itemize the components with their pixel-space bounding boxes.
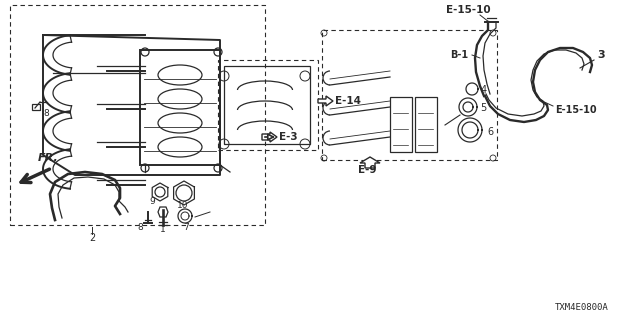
Text: 6: 6	[487, 127, 493, 137]
Polygon shape	[318, 96, 333, 106]
Text: TXM4E0800A: TXM4E0800A	[555, 303, 609, 313]
Polygon shape	[262, 132, 277, 142]
Text: E-3: E-3	[279, 132, 298, 142]
Text: 10: 10	[177, 201, 189, 210]
Text: E-15-10: E-15-10	[555, 105, 596, 115]
Text: FR.: FR.	[38, 153, 59, 163]
Text: 2: 2	[89, 233, 95, 243]
Text: E-15-10: E-15-10	[445, 5, 490, 15]
Bar	[322, 30, 497, 160]
Bar	[32, 104, 40, 110]
Bar	[415, 97, 437, 152]
Polygon shape	[152, 183, 168, 201]
Bar	[390, 97, 412, 152]
Text: E-14: E-14	[335, 96, 361, 106]
Text: 4: 4	[481, 85, 487, 95]
Bar	[10, 5, 265, 225]
Text: 5: 5	[480, 103, 486, 113]
Polygon shape	[173, 181, 195, 205]
Bar	[218, 60, 318, 150]
Text: 7: 7	[183, 223, 189, 233]
Polygon shape	[360, 157, 380, 168]
Text: 3: 3	[597, 50, 605, 60]
Text: 9: 9	[149, 197, 155, 206]
Text: 8: 8	[137, 223, 143, 233]
Text: 8: 8	[43, 108, 49, 117]
Text: B-1: B-1	[450, 50, 468, 60]
Text: E-9: E-9	[358, 165, 376, 175]
Bar	[224, 66, 310, 144]
Bar	[140, 50, 220, 165]
Text: 1: 1	[160, 225, 166, 234]
